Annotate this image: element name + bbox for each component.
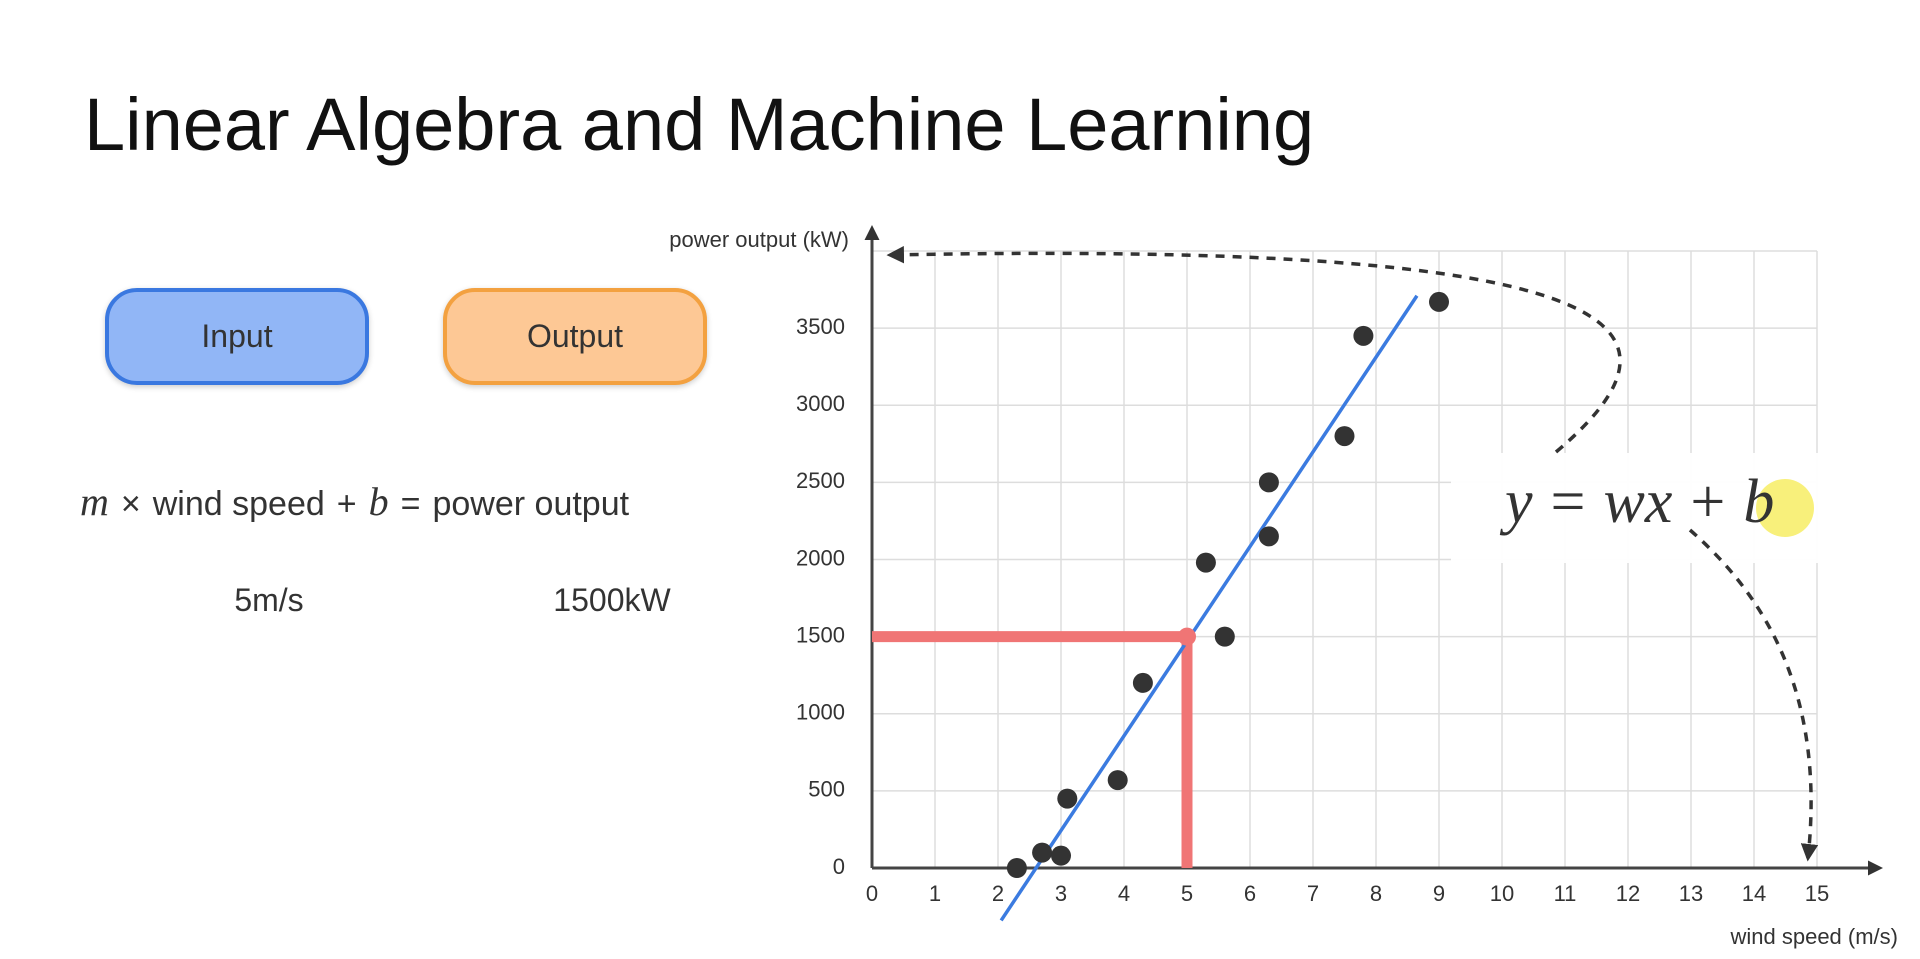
formula-part: b: [1743, 468, 1774, 536]
x-axis-label: wind speed (m/s): [1729, 924, 1898, 949]
formula-part: =: [1551, 468, 1586, 536]
data-point: [1051, 845, 1071, 866]
data-point: [1057, 788, 1078, 809]
x-tick-label: 6: [1244, 881, 1256, 906]
input-box: Input: [105, 288, 369, 385]
data-point: [1258, 526, 1279, 547]
equation-part: wind speed: [152, 485, 325, 523]
y-tick-label: 0: [833, 854, 845, 879]
dashed-arrow: [886, 245, 1622, 454]
y-tick-label: 2500: [796, 468, 845, 493]
equation: m × wind speed + b = power output: [80, 478, 641, 525]
data-point: [1258, 472, 1279, 493]
slide-title: Linear Algebra and Machine Learning: [84, 83, 1315, 166]
formula: y = wx + b: [1499, 468, 1774, 536]
data-point: [1353, 325, 1374, 346]
data-point: [1429, 291, 1449, 312]
x-tick-label: 10: [1490, 881, 1514, 906]
example-input: 5m/s: [234, 582, 304, 618]
data-point: [1214, 626, 1235, 647]
equation-part: power output: [432, 485, 630, 523]
data-point: [1107, 770, 1128, 791]
x-tick-label: 9: [1433, 881, 1445, 906]
x-tick-label: 15: [1805, 881, 1829, 906]
data-point: [1334, 426, 1355, 447]
y-tick-label: 2000: [796, 545, 845, 570]
equation-part: m: [80, 479, 109, 524]
y-tick-label: 1500: [796, 622, 845, 647]
equation-part: +: [336, 485, 357, 523]
y-tick-label: 3000: [796, 391, 845, 416]
x-tick-label: 7: [1307, 881, 1319, 906]
formula-part: +: [1690, 468, 1725, 536]
data-point: [1195, 552, 1216, 573]
data-point: [1006, 858, 1027, 878]
data-point: [1032, 842, 1053, 863]
x-tick-label: 13: [1679, 881, 1703, 906]
y-tick-label: 3500: [796, 314, 845, 339]
equation-part: b: [368, 479, 389, 524]
y-axis-label: power output (kW): [669, 227, 849, 252]
x-tick-label: 0: [866, 881, 878, 906]
equation-part: =: [400, 485, 421, 523]
fit-line: [999, 294, 1419, 922]
y-tick-label: 1000: [796, 700, 845, 725]
x-tick-label: 12: [1616, 881, 1640, 906]
x-tick-label: 8: [1370, 881, 1382, 906]
x-tick-label: 1: [929, 881, 941, 906]
highlight-circle: [1756, 479, 1814, 537]
example-output: 1500kW: [553, 582, 671, 618]
formula-part: y: [1499, 468, 1533, 536]
y-tick-label: 500: [808, 777, 845, 802]
output-box: Output: [443, 288, 707, 385]
x-tick-label: 3: [1055, 881, 1067, 906]
formula-part: wx: [1604, 468, 1673, 536]
x-tick-label: 4: [1118, 881, 1130, 906]
x-tick-label: 14: [1742, 881, 1766, 906]
dashed-arrow: [1688, 528, 1819, 862]
highlight-point: [1178, 627, 1196, 646]
data-point: [1132, 672, 1153, 693]
equation-part: ×: [120, 485, 141, 523]
x-tick-label: 5: [1181, 881, 1193, 906]
x-tick-label: 2: [992, 881, 1004, 906]
x-tick-label: 11: [1554, 881, 1577, 906]
